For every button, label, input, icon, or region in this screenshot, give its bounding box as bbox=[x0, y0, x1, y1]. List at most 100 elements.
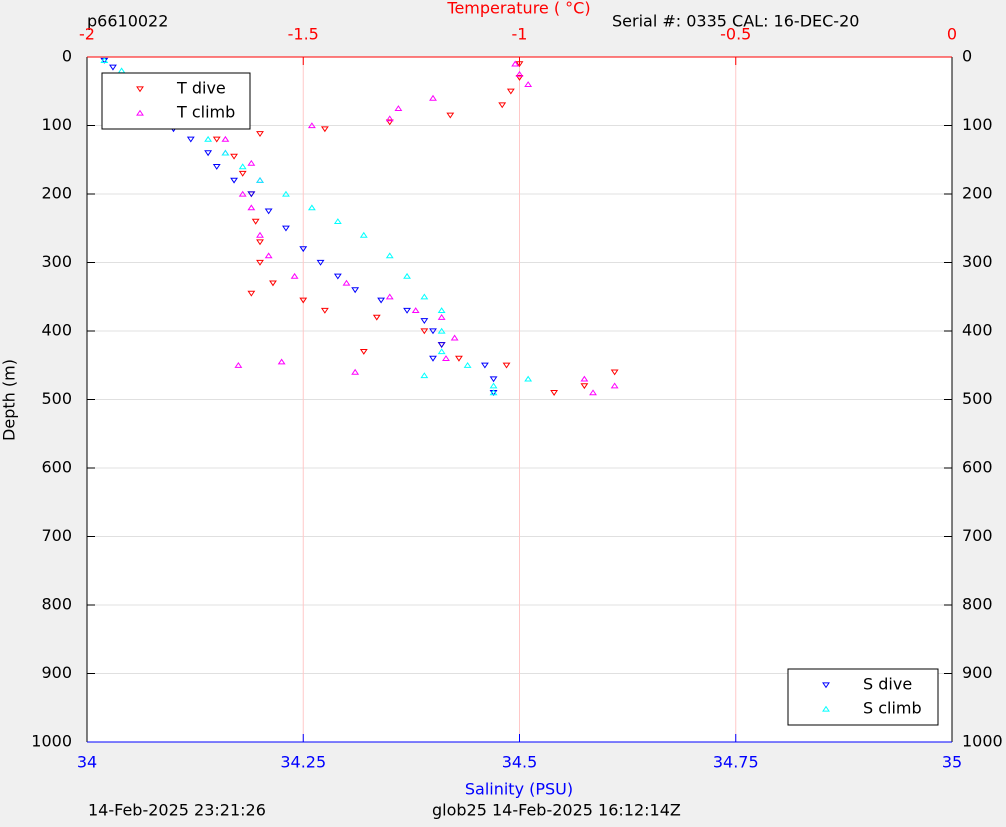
y2-tick-label: 200 bbox=[962, 184, 993, 203]
x2-tick-label: -2 bbox=[79, 25, 95, 44]
y-tick-label: 0 bbox=[62, 47, 72, 66]
point bbox=[403, 272, 411, 279]
point bbox=[269, 280, 277, 287]
point bbox=[282, 190, 290, 197]
point bbox=[580, 383, 589, 390]
y2-tick-label: 900 bbox=[962, 663, 993, 682]
x2-tick-label: -1 bbox=[512, 25, 528, 44]
point bbox=[511, 60, 520, 67]
y2-tick-label: 400 bbox=[962, 321, 993, 340]
x-tick-label: 34.5 bbox=[502, 753, 538, 772]
point bbox=[299, 297, 308, 304]
point bbox=[515, 70, 524, 77]
legend-marker bbox=[136, 109, 144, 116]
point bbox=[455, 355, 463, 362]
point bbox=[256, 176, 264, 183]
point bbox=[502, 362, 511, 369]
y-tick-label: 1000 bbox=[31, 732, 72, 751]
point bbox=[437, 313, 446, 320]
point bbox=[515, 61, 524, 68]
point bbox=[580, 375, 589, 382]
point bbox=[411, 307, 420, 314]
y2-tick-label: 300 bbox=[962, 252, 993, 271]
point bbox=[429, 328, 437, 335]
x-tick-label: 34.25 bbox=[280, 753, 326, 772]
point bbox=[282, 225, 290, 232]
point bbox=[610, 382, 619, 389]
point bbox=[403, 307, 411, 314]
point bbox=[446, 112, 455, 119]
point bbox=[342, 279, 351, 286]
y-tick-label: 300 bbox=[41, 252, 72, 271]
legend-box bbox=[101, 72, 251, 130]
point bbox=[238, 163, 247, 170]
point bbox=[550, 390, 559, 396]
point bbox=[109, 64, 117, 71]
x-axis-label: Salinity (PSU) bbox=[465, 780, 573, 799]
point bbox=[100, 57, 109, 64]
point bbox=[333, 218, 342, 224]
legend-label: T climb bbox=[176, 103, 235, 122]
point bbox=[385, 119, 394, 126]
point bbox=[247, 159, 256, 166]
x2-axis-label: Temperature ( °C) bbox=[446, 0, 590, 18]
point bbox=[247, 191, 256, 198]
point bbox=[610, 369, 619, 376]
point bbox=[256, 259, 264, 266]
point bbox=[307, 122, 316, 129]
point bbox=[256, 239, 264, 246]
point bbox=[256, 231, 264, 238]
y2-tick-label: 700 bbox=[962, 526, 993, 545]
point bbox=[204, 150, 213, 157]
y-tick-label: 600 bbox=[41, 458, 72, 477]
point bbox=[264, 208, 273, 215]
y-tick-label: 900 bbox=[41, 663, 72, 682]
y-tick-label: 700 bbox=[41, 526, 72, 545]
y-tick-label: 400 bbox=[41, 321, 72, 340]
point bbox=[489, 382, 498, 389]
chart-title: p6610022 bbox=[87, 12, 168, 31]
x2-tick-label: 0 bbox=[947, 25, 957, 44]
y2-tick-label: 500 bbox=[962, 389, 993, 408]
legend-box bbox=[787, 668, 939, 726]
y-tick-label: 500 bbox=[41, 389, 72, 408]
point bbox=[290, 272, 299, 279]
point bbox=[247, 290, 256, 297]
point bbox=[212, 164, 221, 170]
point bbox=[307, 204, 316, 211]
y2-tick-label: 800 bbox=[962, 595, 993, 614]
point bbox=[351, 287, 360, 294]
point bbox=[524, 81, 533, 87]
point bbox=[506, 88, 515, 95]
point bbox=[299, 246, 308, 253]
point bbox=[437, 327, 446, 334]
legend-label: S climb bbox=[863, 699, 922, 718]
y-tick-label: 100 bbox=[41, 115, 72, 134]
point bbox=[264, 252, 273, 259]
point bbox=[186, 136, 195, 143]
x-tick-label: 34.75 bbox=[713, 753, 759, 772]
point bbox=[524, 375, 533, 382]
legend-marker bbox=[822, 682, 830, 689]
y2-tick-label: 100 bbox=[962, 115, 993, 134]
y2-tick-label: 600 bbox=[962, 458, 993, 477]
point bbox=[320, 126, 329, 133]
legend-label: T dive bbox=[176, 79, 226, 98]
point bbox=[420, 293, 429, 300]
legend-marker bbox=[136, 86, 144, 93]
x2-tick-label: -0.5 bbox=[720, 25, 751, 44]
point bbox=[230, 177, 238, 184]
point bbox=[204, 135, 213, 142]
point bbox=[333, 273, 342, 280]
point bbox=[234, 361, 243, 368]
y-axis-label: Depth (m) bbox=[0, 359, 19, 441]
point bbox=[359, 231, 368, 238]
point bbox=[230, 153, 238, 160]
y2-tick-label: 0 bbox=[962, 47, 972, 66]
point bbox=[589, 389, 597, 396]
point bbox=[316, 259, 325, 266]
point bbox=[277, 358, 286, 365]
point bbox=[515, 74, 524, 81]
